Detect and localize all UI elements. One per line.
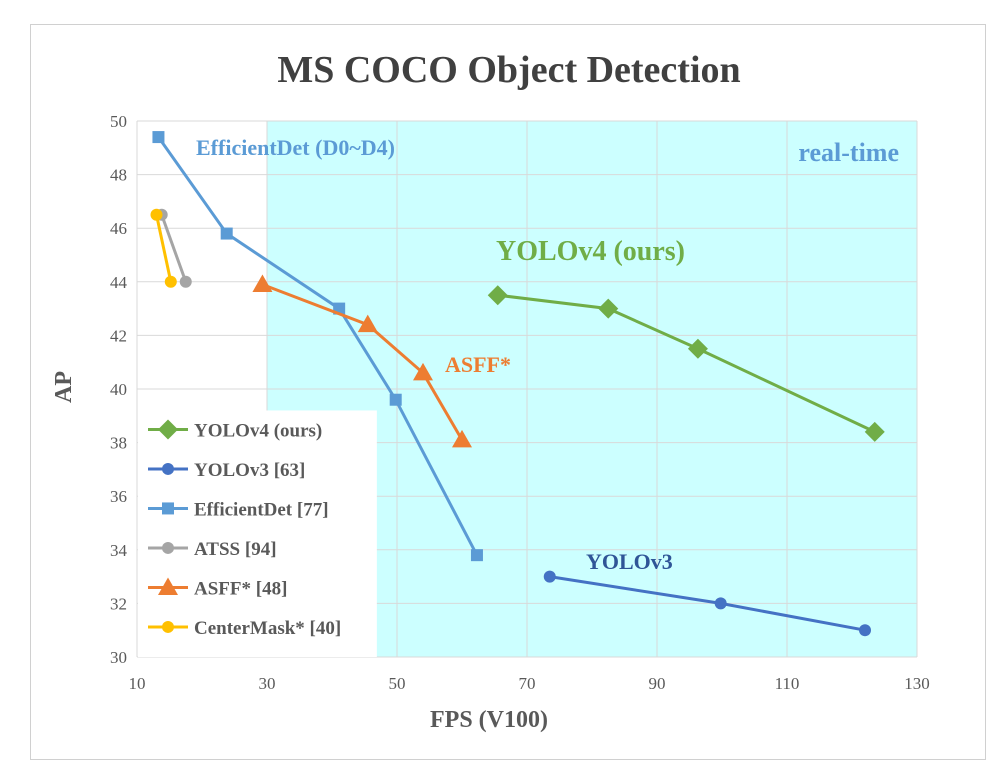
series-centermask-40 (150, 208, 177, 288)
y-tick-label: 42 (110, 326, 127, 345)
y-tick-label: 48 (110, 166, 127, 185)
chart-title: MS COCO Object Detection (277, 49, 740, 91)
circle-marker (162, 541, 174, 554)
legend-item: YOLOv3 [63] (148, 460, 305, 481)
legend-item: EfficientDet [77] (148, 499, 329, 520)
legend-label: YOLOv3 [63] (194, 460, 305, 481)
annotation-efficientdet: EfficientDet (D0~D4) (196, 135, 395, 160)
square-marker (162, 502, 174, 515)
circle-marker (543, 570, 556, 583)
y-axis-label: AP (51, 371, 77, 403)
y-tick-label: 34 (110, 541, 128, 560)
legend-label: ASFF* [48] (194, 578, 287, 599)
x-tick-label: 130 (904, 674, 930, 693)
series-asff-48 (252, 274, 472, 448)
y-tick-label: 44 (110, 273, 128, 292)
x-tick-label: 50 (389, 674, 406, 693)
legend-item: ATSS [94] (148, 539, 277, 560)
chart-frame: YOLOv4 (ours) YOLOv3 [63] EfficientDet [77… (30, 24, 986, 760)
y-tick-label: 50 (110, 112, 127, 131)
y-tick-label: 38 (110, 434, 127, 453)
triangle-marker (357, 314, 378, 333)
triangle-marker (158, 577, 178, 595)
x-tick-label: 70 (519, 674, 536, 693)
legend-item: CenterMask* [40] (148, 618, 341, 639)
legend-item: YOLOv4 (ours) (148, 419, 322, 441)
series-line (155, 214, 173, 283)
square-marker (152, 131, 165, 144)
x-axis-label: FPS (V100) (430, 707, 548, 733)
square-marker (220, 227, 233, 240)
x-tick-label: 90 (649, 674, 666, 693)
series-line (497, 293, 876, 434)
legend-label: CenterMask* [40] (194, 618, 341, 639)
x-tick-label: 110 (775, 674, 800, 693)
triangle-marker (413, 362, 433, 381)
y-tick-label: 40 (110, 380, 127, 399)
circle-marker (162, 462, 174, 475)
annotation-asff: ASFF* (445, 352, 511, 377)
series-layer (150, 131, 885, 637)
chart: YOLOv4 (ours) YOLOv3 [63] EfficientDet [77… (51, 49, 930, 733)
legend: YOLOv4 (ours) YOLOv3 [63] EfficientDet [77… (138, 410, 377, 657)
series-line (261, 283, 464, 441)
triangle-marker (252, 274, 273, 292)
legend-label: EfficientDet [77] (194, 499, 329, 520)
annotation-real-time: real-time (798, 138, 899, 167)
annotation-yolov3: YOLOv3 (586, 549, 673, 574)
circle-marker (150, 208, 163, 221)
diamond-marker (487, 285, 508, 306)
x-tick-label: 30 (259, 674, 276, 693)
y-tick-label: 32 (110, 594, 127, 613)
y-tick-label: 36 (110, 487, 127, 506)
x-tick-label: 10 (129, 674, 146, 693)
diamond-marker (864, 421, 885, 442)
circle-marker (162, 620, 174, 633)
legend-label: ATSS [94] (194, 539, 277, 560)
legend-item: ASFF* [48] (148, 577, 287, 599)
circle-marker (179, 275, 192, 288)
legend-label: YOLOv4 (ours) (194, 420, 322, 441)
circle-marker (164, 275, 177, 288)
circle-marker (714, 597, 727, 610)
diamond-marker (158, 419, 178, 440)
y-tick-label: 30 (110, 648, 127, 667)
diamond-marker (598, 298, 619, 319)
series-yolov4-ours (487, 285, 885, 442)
legend-background (138, 410, 377, 657)
series-line (160, 214, 188, 283)
annotation-yolov4: YOLOv4 (ours) (496, 236, 685, 267)
triangle-marker (452, 429, 472, 448)
diamond-marker (687, 338, 708, 359)
circle-marker (859, 624, 871, 637)
square-marker (389, 393, 402, 406)
series-yolov3-63 (543, 570, 871, 637)
square-marker (470, 549, 483, 562)
y-tick-label: 46 (110, 219, 127, 238)
